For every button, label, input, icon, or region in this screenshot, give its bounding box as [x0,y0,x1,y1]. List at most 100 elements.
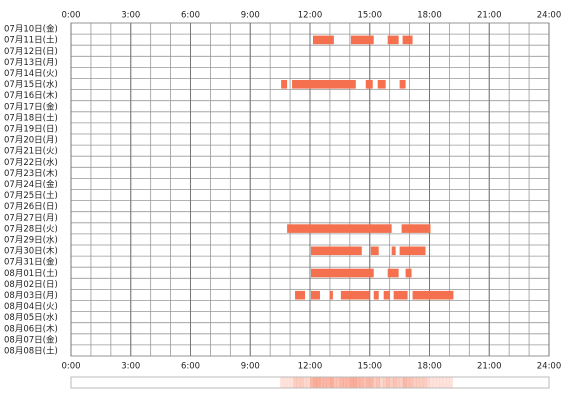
x-tick-label-top: 24:00 [537,11,562,21]
density-strip [70,376,550,389]
x-tick-label-top: 0:00 [61,11,80,21]
density-cell [402,377,407,388]
x-tick-label-bottom: 9:00 [241,362,260,372]
row-label: 07月25日(土) [4,190,58,201]
x-tick-label-bottom: 0:00 [61,362,80,372]
row-label: 07月28日(火) [4,224,58,234]
activity-block [387,35,399,45]
activity-block [350,35,374,45]
row-label: 07月21日(火) [4,147,58,157]
activity-block [391,246,396,256]
density-cell [319,377,324,388]
density-cell [379,377,384,388]
x-tick-label-top: 9:00 [241,11,260,21]
density-cell [336,377,341,388]
density-cell [396,377,400,388]
activity-block [292,80,356,89]
density-cell [356,377,361,388]
x-tick-label-top: 18:00 [417,11,442,21]
density-cell [436,377,440,388]
row-label: 07月20日(月) [4,136,58,146]
density-cell [392,377,397,388]
density-cell [369,377,374,388]
density-cell [419,377,424,388]
x-tick-label-top: 3:00 [121,11,140,21]
row-label: 07月24日(金) [4,179,58,190]
row-label: 07月27日(月) [4,213,58,223]
row-label: 08月02日(日) [4,280,58,290]
row-label: 07月22日(水) [4,157,58,168]
activity-block [399,246,426,256]
row-label: 07月10日(金) [4,24,58,35]
density-cell [339,377,344,388]
row-label: 07月17日(金) [4,101,58,112]
density-cell [399,377,404,388]
density-cell [306,377,311,388]
row-label: 07月12日(日) [4,47,58,57]
density-cell [412,377,417,388]
density-cell [409,377,414,388]
density-cell [426,377,430,388]
row-label: 07月11日(土) [4,35,58,46]
row-label: 07月16日(木) [4,90,58,101]
x-tick-label-bottom: 6:00 [181,362,200,372]
density-cell [389,377,394,388]
activity-block [295,290,306,300]
density-cell [316,377,321,388]
row-label: 07月31日(金) [4,257,58,268]
density-cell [349,377,354,388]
activity-block [393,290,408,300]
activity-block [399,80,406,89]
density-cell [373,377,377,388]
density-cell [363,377,367,388]
density-cell [422,377,427,388]
density-cell [439,377,444,388]
density-cell [359,377,364,388]
activity-block [370,246,379,256]
density-cell [329,377,334,388]
row-label: 07月13日(月) [4,58,58,68]
row-label: 07月19日(日) [4,124,58,134]
density-cell [286,377,291,388]
density-cell [283,377,288,388]
x-tick-label-bottom: 24:00 [537,362,562,372]
activity-block [365,80,373,89]
activity-block [310,246,362,256]
row-label: 07月30日(木) [4,246,58,257]
x-tick-label-top: 6:00 [181,11,200,21]
density-cell [446,377,450,388]
density-cell [290,377,294,388]
activity-block [373,290,379,300]
row-label: 07月18日(土) [4,112,58,123]
activity-block [412,290,454,300]
density-cell [313,377,317,388]
x-tick-label-bottom: 12:00 [298,362,323,372]
density-cell [366,377,371,388]
density-cell [416,377,420,388]
activity-block [310,268,374,278]
activity-block [329,290,333,300]
x-tick-label-bottom: 3:00 [121,362,140,372]
density-cell [376,377,381,388]
density-cell [280,377,284,388]
x-tick-label-bottom: 15:00 [358,362,383,372]
activity-block [312,35,334,45]
x-tick-label-bottom: 18:00 [417,362,442,372]
activity-block [377,80,386,89]
activity-block [287,224,392,233]
x-tick-label-top: 21:00 [477,11,502,21]
density-cell [323,377,327,388]
density-cell [346,377,351,388]
density-cell [303,377,307,388]
activity-block [383,290,390,300]
density-cell [343,377,347,388]
density-cell [300,377,304,388]
x-tick-label-top: 12:00 [298,11,323,21]
row-label: 08月07日(金) [4,334,58,345]
row-label: 07月26日(日) [4,202,58,212]
row-label: 08月06日(木) [4,323,58,334]
row-label: 07月15日(水) [4,79,58,90]
x-tick-label-bottom: 21:00 [477,362,502,372]
activity-block [401,224,431,233]
